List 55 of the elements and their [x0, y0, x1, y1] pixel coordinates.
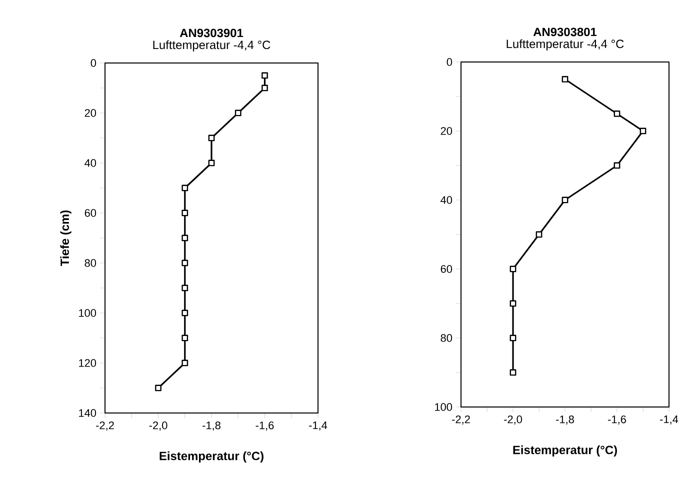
chart-title: AN9303901: [180, 28, 244, 38]
point: [182, 360, 188, 366]
y-tick-label: 140: [79, 409, 96, 417]
point: [614, 110, 620, 117]
point: [234, 110, 242, 116]
x-axis-title: Eistemperatur (°C): [160, 451, 264, 463]
x-tick-label: -2,2: [96, 422, 114, 431]
point: [182, 310, 188, 316]
x-tick-label: -1,4: [660, 416, 678, 424]
y-tick-label: 60: [440, 265, 452, 273]
point: [208, 134, 215, 142]
y-tick-label: 20: [84, 109, 96, 117]
x-tick-label: -1,6: [608, 416, 626, 425]
x-tick-label: -1,6: [256, 422, 274, 431]
point: [562, 196, 568, 204]
x-tick-label: -1,8: [556, 416, 574, 425]
y-tick-label: 40: [84, 159, 96, 167]
point: [536, 231, 542, 238]
y-tick-label: 120: [79, 359, 96, 367]
point: [262, 72, 268, 79]
x-tick-label: -2,0: [504, 416, 522, 425]
y-tick-label: 0: [90, 59, 96, 67]
y-tick-label: 100: [79, 309, 96, 317]
point: [208, 160, 215, 166]
point: [510, 334, 516, 342]
y-tick-label: 20: [440, 127, 452, 135]
y-tick-label: 100: [435, 403, 452, 411]
point: [640, 128, 646, 134]
point: [562, 76, 568, 82]
point: [182, 184, 188, 192]
point: [182, 284, 188, 292]
x-tick-label: -2,2: [452, 416, 470, 425]
point: [614, 162, 620, 169]
x-tick-label: -1,8: [202, 422, 220, 431]
y-tick-label: 60: [84, 209, 96, 217]
x-axis-title: Eistemperatur (°C): [513, 445, 617, 457]
chart-subtitle: Lufttemperatur -4,4 °C: [153, 40, 270, 52]
y-tick-label: 40: [440, 196, 452, 204]
chart-title: AN9303801: [533, 28, 597, 36]
point: [182, 334, 188, 342]
point: [155, 384, 162, 392]
y-tick-label: 80: [84, 259, 96, 267]
point: [262, 84, 268, 92]
y-axis-title: Tiefe (cm): [60, 210, 72, 266]
x-tick-label: -2,0: [149, 422, 168, 431]
point: [510, 369, 516, 376]
y-tick-label: 80: [440, 334, 452, 342]
y-tick-label: 0: [446, 58, 452, 66]
point: [182, 234, 188, 242]
chart-subtitle: Lufttemperatur -4,4 °C: [506, 39, 624, 50]
point: [182, 260, 188, 266]
point: [510, 266, 516, 272]
x-tick-label: -1,4: [309, 422, 328, 430]
point: [510, 300, 516, 307]
point: [182, 210, 188, 216]
